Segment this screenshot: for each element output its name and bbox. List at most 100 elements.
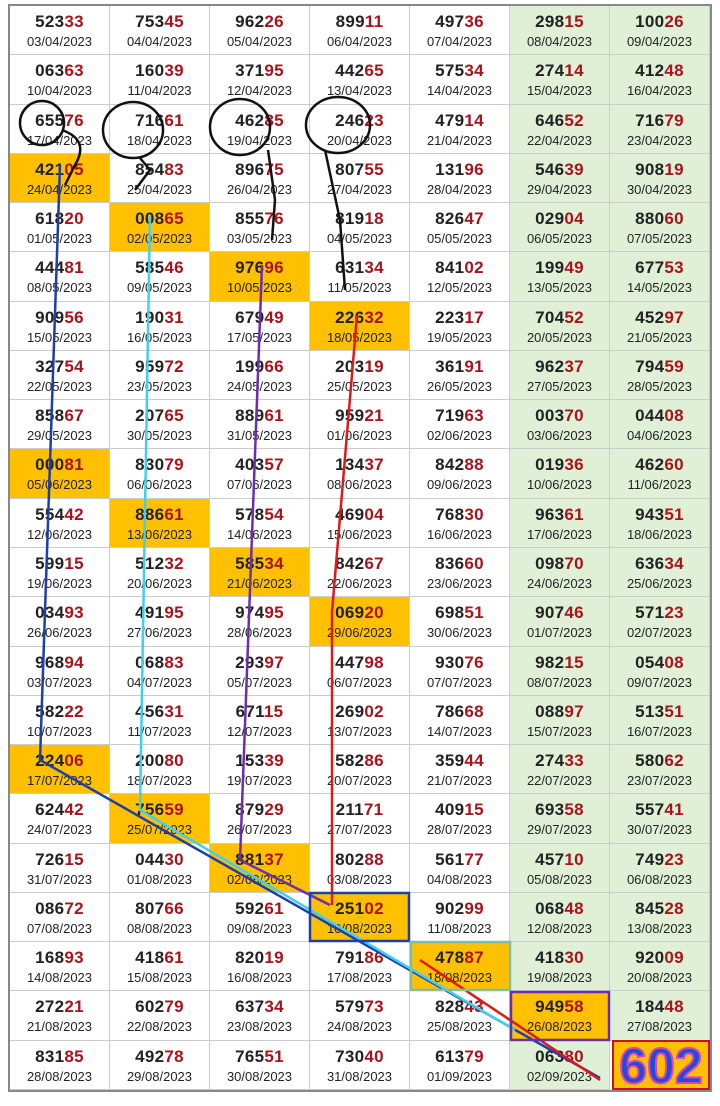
number-tail: 30: [564, 948, 584, 968]
result-cell: 64652 22/04/2023: [510, 104, 610, 154]
number-head: 830: [135, 455, 165, 475]
result-date: 20/08/2023: [626, 970, 693, 986]
result-number: 41248: [610, 61, 709, 81]
result-number: 51351: [610, 702, 709, 722]
number-tail: 15: [564, 12, 584, 31]
result-date: 30/05/2023: [126, 428, 193, 444]
result-number: 55741: [610, 800, 709, 820]
number-tail: 02: [364, 898, 384, 918]
result-cell: 49736 07/04/2023: [410, 6, 510, 56]
number-tail: 76: [464, 652, 484, 672]
number-tail: 70: [564, 554, 584, 573]
result-date: 23/05/2023: [126, 378, 193, 394]
result-cell: 35944 21/07/2023: [410, 745, 510, 795]
result-number: 63634: [610, 554, 709, 574]
result-cell: 82843 25/08/2023: [410, 991, 510, 1041]
number-tail: 15: [64, 849, 84, 869]
number-head: 582: [335, 751, 365, 771]
result-number: 74923: [610, 850, 709, 870]
result-cell: 54639 29/04/2023: [510, 153, 610, 204]
result-number: 32754: [10, 357, 109, 377]
number-tail: 20: [364, 603, 384, 623]
result-date: 30/07/2023: [626, 822, 693, 838]
number-head: 826: [435, 209, 465, 229]
number-tail: 20: [64, 209, 84, 229]
number-tail: 61: [164, 110, 184, 130]
result-cell: 08672 07/08/2023: [10, 892, 110, 943]
result-cell: 58546 09/05/2023: [110, 252, 210, 302]
number-head: 794: [635, 356, 665, 376]
number-tail: 17: [464, 307, 484, 327]
result-number: 72615: [10, 850, 109, 870]
result-cell: 67115 12/07/2023: [210, 695, 310, 746]
result-number: 49736: [410, 12, 509, 32]
result-date: 28/04/2023: [426, 181, 493, 197]
result-date: 28/08/2023: [26, 1068, 93, 1084]
number-tail: 79: [664, 110, 684, 130]
result-date: 29/08/2023: [126, 1068, 193, 1084]
number-tail: 94: [64, 652, 84, 672]
result-cell: 81918 04/05/2023: [310, 203, 410, 253]
result-number: 22406: [10, 751, 109, 771]
result-cell: 59915 19/06/2023: [10, 548, 110, 598]
result-number: 18448: [610, 997, 709, 1017]
number-tail: 66: [164, 898, 184, 918]
number-head: 716: [135, 110, 165, 130]
number-head: 575: [435, 61, 465, 81]
number-tail: 65: [164, 406, 184, 426]
result-date: 04/06/2023: [626, 428, 693, 444]
number-head: 561: [435, 849, 465, 869]
number-head: 086: [35, 898, 65, 918]
number-tail: 40: [364, 1046, 384, 1066]
result-date: 14/06/2023: [226, 526, 293, 542]
box: [308, 891, 411, 943]
result-date: 04/05/2023: [326, 231, 393, 247]
result-number: 04408: [610, 406, 709, 426]
result-number: 00370: [510, 406, 609, 426]
result-date: 05/05/2023: [426, 231, 493, 247]
result-number: 09870: [510, 554, 609, 574]
number-head: 418: [535, 948, 565, 968]
number-head: 807: [335, 159, 365, 179]
number-tail: 97: [564, 701, 584, 721]
result-cell: 06380 02/09/2023: [510, 1040, 610, 1090]
result-cell: 45710 05/08/2023: [510, 843, 610, 893]
result-date: 16/08/2023: [226, 970, 293, 986]
number-head: 512: [135, 554, 165, 573]
result-number: 67949: [210, 308, 309, 328]
result-cell: 83079 06/06/2023: [110, 449, 210, 499]
number-tail: 15: [464, 800, 484, 820]
number-head: 246: [335, 110, 365, 130]
result-date: 15/07/2023: [526, 723, 593, 739]
result-number: 45710: [510, 850, 609, 870]
result-number: 75345: [110, 12, 209, 32]
number-tail: 95: [264, 61, 284, 81]
result-cell: 78668 14/07/2023: [410, 695, 510, 746]
result-date: 13/06/2023: [126, 526, 193, 542]
number-tail: 86: [364, 751, 384, 771]
number-head: 272: [35, 997, 65, 1017]
number-head: 546: [535, 159, 565, 179]
result-date: 04/04/2023: [126, 34, 193, 49]
result-number: 80755: [310, 160, 409, 180]
result-cell: 08897 15/07/2023: [510, 695, 610, 746]
result-number: 47914: [410, 111, 509, 131]
result-number: 69851: [410, 603, 509, 623]
result-cell: 20319 25/05/2023: [310, 350, 410, 401]
result-cell: 16893 14/08/2023: [10, 942, 110, 992]
result-number: 27414: [510, 61, 609, 81]
number-tail: 98: [364, 652, 384, 672]
number-tail: 83: [164, 652, 184, 672]
purple-line: [238, 264, 331, 907]
result-date: 14/04/2023: [426, 83, 493, 99]
number-tail: 02: [464, 258, 484, 278]
annotation-number: 602: [612, 1040, 710, 1092]
number-tail: 51: [664, 504, 684, 524]
number-head: 671: [235, 701, 264, 721]
result-number: 96237: [510, 357, 609, 377]
result-cell: 40915 28/07/2023: [410, 794, 510, 844]
result-date: 16/06/2023: [426, 526, 493, 542]
number-tail: 10: [564, 849, 584, 869]
result-number: 75659: [110, 800, 209, 820]
number-head: 131: [435, 159, 465, 179]
